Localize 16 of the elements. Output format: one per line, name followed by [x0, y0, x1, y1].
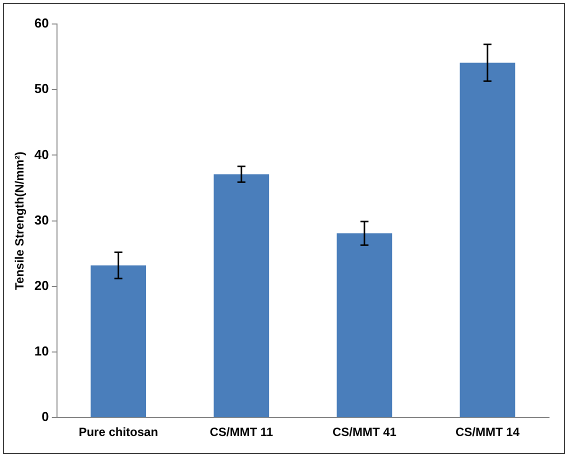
bar	[460, 62, 516, 418]
bar	[90, 265, 146, 418]
bar	[336, 233, 392, 418]
y-tick-label: 50	[34, 81, 49, 96]
x-tick-label: CS/MMT 14	[455, 425, 520, 440]
y-tick-label: 30	[34, 212, 49, 228]
y-tick-label: 0	[42, 409, 49, 424]
x-tick-label: CS/MMT 11	[210, 425, 274, 440]
y-axis-title: Tensile Strength(N/mm²)	[12, 152, 27, 290]
y-tick-label: 60	[34, 16, 49, 31]
y-tick-label: 20	[34, 278, 49, 293]
x-tick-label: CS/MMT 41	[332, 425, 397, 440]
x-tick-label: Pure chitosan	[78, 425, 158, 440]
bar	[214, 174, 270, 418]
y-tick-label: 40	[34, 146, 49, 162]
y-tick-label: 10	[34, 344, 49, 359]
